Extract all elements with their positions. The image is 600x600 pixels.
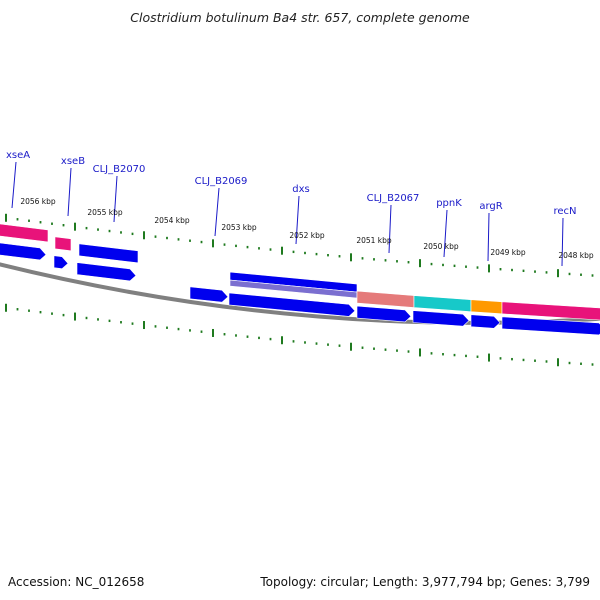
- gene-leader-line: [214, 187, 220, 237]
- tick-label: 2048 kbp: [558, 251, 594, 260]
- cds-arrow: [189, 286, 229, 303]
- tick-label: 2052 kbp: [289, 231, 325, 240]
- gene-feature-argr: [470, 299, 503, 315]
- gene-feature-ppnk: [413, 295, 472, 313]
- gene-leader-line: [113, 175, 118, 223]
- inner-tick-ring: [5, 303, 594, 367]
- gene-label: argR: [479, 201, 502, 212]
- gene-leader-line: [67, 167, 72, 217]
- cds-arrow: [53, 255, 69, 270]
- gene-label: dxs: [292, 184, 309, 195]
- cds-arrow: [228, 292, 356, 317]
- outer-tick-ring: [5, 213, 594, 278]
- gene-leader-line: [487, 212, 490, 262]
- gene-feature-clj-b2070: [78, 243, 139, 264]
- tick-label: 2056 kbp: [20, 197, 56, 206]
- gene-feature-xseA: [0, 223, 49, 243]
- map-title: Clostridium botulinum Ba4 str. 657, comp…: [130, 10, 470, 25]
- gene-label: CLJ_B2069: [195, 176, 248, 187]
- gene-leader-line: [561, 217, 564, 267]
- genome-summary: Topology: circular; Length: 3,977,794 bp…: [259, 575, 590, 589]
- cds-arrow: [356, 305, 412, 323]
- gene-leader-line: [443, 209, 448, 258]
- gene-leader-line: [295, 195, 300, 245]
- tick-label: 2054 kbp: [154, 216, 190, 225]
- cds-arrow: [0, 242, 47, 261]
- gene-feature-clj-b2067: [356, 290, 415, 308]
- tick-label: 2049 kbp: [490, 248, 526, 257]
- accession-label: Accession: NC_012658: [8, 575, 144, 589]
- cds-arrow: [412, 310, 470, 327]
- gene-label: xseB: [61, 156, 85, 167]
- gene-label: recN: [553, 206, 576, 217]
- gene-feature-recn: [501, 301, 600, 321]
- cds-arrow: [470, 314, 501, 329]
- cds-arrow: [501, 316, 600, 336]
- tick-label: 2051 kbp: [356, 236, 392, 245]
- tick-label: 2055 kbp: [87, 208, 123, 217]
- gene-label: CLJ_B2070: [93, 164, 146, 175]
- cds-arrow: [76, 262, 137, 282]
- gene-leader-line: [11, 161, 17, 209]
- tick-label: 2053 kbp: [221, 223, 257, 232]
- tick-labels: 2056 kbp 2055 kbp 2054 kbp 2053 kbp 2052 kbp…: [20, 197, 594, 260]
- gene-label: xseA: [6, 150, 30, 161]
- gene-label: CLJ_B2067: [367, 193, 420, 204]
- gene-leader-line: [388, 204, 392, 254]
- feature-track: [0, 223, 600, 336]
- tick-label: 2050 kbp: [423, 242, 459, 251]
- gene-feature-xseB: [54, 236, 72, 252]
- gene-label: ppnK: [436, 198, 462, 209]
